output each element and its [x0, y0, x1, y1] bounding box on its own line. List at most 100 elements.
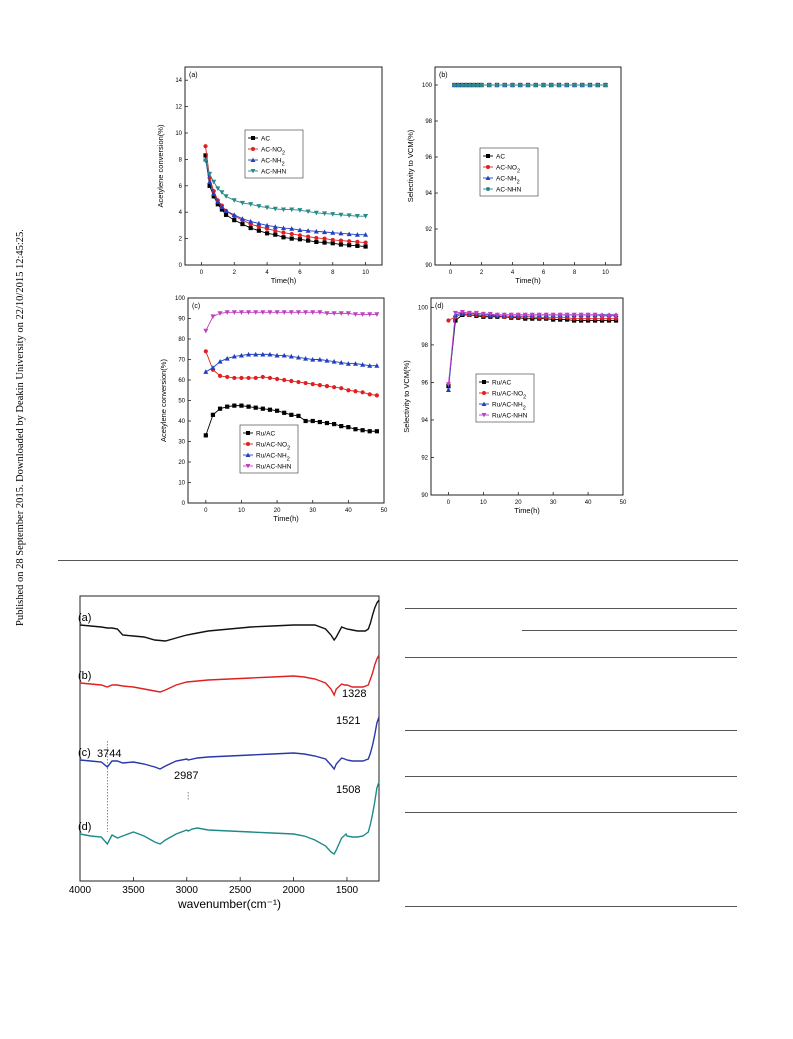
data-point: [324, 384, 330, 389]
data-point: [260, 406, 265, 411]
x-axis-label: Time(h): [514, 506, 540, 515]
panel-label: (a): [189, 72, 198, 79]
data-point: [310, 310, 316, 315]
data-point: [354, 214, 360, 219]
data-point: [274, 352, 280, 358]
data-point: [445, 382, 451, 387]
data-point: [543, 312, 549, 318]
data-point: [281, 310, 287, 315]
data-point: [310, 356, 316, 362]
data-point: [305, 209, 311, 215]
data-point: [313, 228, 319, 234]
data-point: [346, 231, 352, 237]
x-tick-label: 4: [265, 270, 269, 276]
data-point: [579, 316, 584, 321]
data-point: [363, 244, 368, 249]
data-point: [256, 224, 261, 229]
data-point: [246, 404, 251, 409]
data-point: [223, 194, 229, 199]
data-point: [494, 82, 500, 88]
data-point: [289, 236, 294, 241]
legend-marker: [246, 442, 250, 446]
data-point: [585, 316, 591, 321]
data-point: [317, 419, 322, 425]
spectrum-label: (d): [78, 821, 91, 833]
legend-marker: [486, 165, 490, 169]
data-point: [288, 310, 294, 315]
data-point: [303, 355, 309, 361]
data-point: [272, 224, 278, 229]
data-point: [529, 312, 535, 318]
data-point: [363, 240, 368, 245]
y-tick-label: 10: [175, 131, 182, 137]
data-point: [606, 316, 612, 321]
series-ac-nhn: [203, 158, 369, 219]
data-point: [330, 241, 335, 246]
data-point: [367, 429, 372, 434]
y-tick-label: 90: [421, 493, 428, 499]
legend-label: Ru/AC: [492, 380, 511, 387]
data-point: [541, 82, 546, 88]
data-point: [352, 361, 359, 366]
y-tick-label: 4: [179, 210, 183, 216]
data-point: [253, 405, 258, 410]
data-point: [564, 312, 570, 318]
data-point: [239, 200, 245, 206]
data-point: [203, 369, 209, 374]
spectrum-line: [79, 716, 380, 771]
data-point: [536, 312, 542, 318]
data-point: [475, 82, 480, 88]
data-point: [317, 356, 323, 362]
legend-label: Ru/AC-NO2: [492, 391, 526, 401]
data-point: [525, 82, 531, 88]
data-point: [580, 82, 585, 88]
data-point: [282, 410, 287, 415]
data-point: [223, 212, 229, 217]
data-point: [248, 202, 254, 207]
data-point: [281, 352, 287, 358]
y-tick-label: 80: [178, 337, 185, 343]
data-point: [317, 383, 322, 388]
data-point: [330, 237, 335, 243]
y-tick-label: 0: [179, 263, 183, 269]
plot-frame: [184, 66, 383, 266]
x-axis-label: wavenumber(cm⁻¹): [177, 897, 281, 911]
data-point: [587, 82, 593, 88]
x-tick-label: 20: [515, 500, 522, 506]
x-tick-label: 4000: [69, 885, 92, 896]
legend-label: Ru/AC-NH2: [492, 402, 526, 412]
data-point: [256, 220, 262, 226]
data-point: [219, 190, 225, 195]
x-tick-label: 4: [511, 270, 515, 276]
data-point: [246, 310, 252, 315]
x-tick-label: 20: [274, 508, 281, 514]
separator-rule: [58, 560, 738, 561]
data-point: [240, 221, 245, 227]
data-point: [314, 239, 319, 244]
y-tick-label: 0: [182, 501, 186, 507]
x-tick-label: 6: [298, 270, 302, 276]
x-tick-label: 10: [602, 270, 609, 276]
legend-label: AC-NH2: [261, 158, 285, 168]
data-point: [515, 312, 521, 318]
panel-label: (b): [439, 72, 448, 79]
data-point: [606, 313, 612, 319]
data-point: [303, 418, 308, 424]
y-axis-label: Selectivity to VCM(%): [406, 129, 415, 202]
y-tick-label: 14: [175, 78, 182, 84]
data-point: [231, 212, 237, 217]
data-point: [331, 311, 337, 316]
y-tick-label: 98: [425, 119, 432, 125]
data-point: [345, 311, 351, 316]
data-point: [225, 404, 230, 409]
data-point: [453, 318, 458, 323]
data-point: [295, 354, 301, 360]
data-point: [345, 361, 351, 366]
x-tick-label: 6: [542, 270, 546, 276]
data-point: [330, 212, 336, 217]
data-point: [238, 352, 244, 358]
x-tick-label: 1500: [336, 885, 359, 896]
